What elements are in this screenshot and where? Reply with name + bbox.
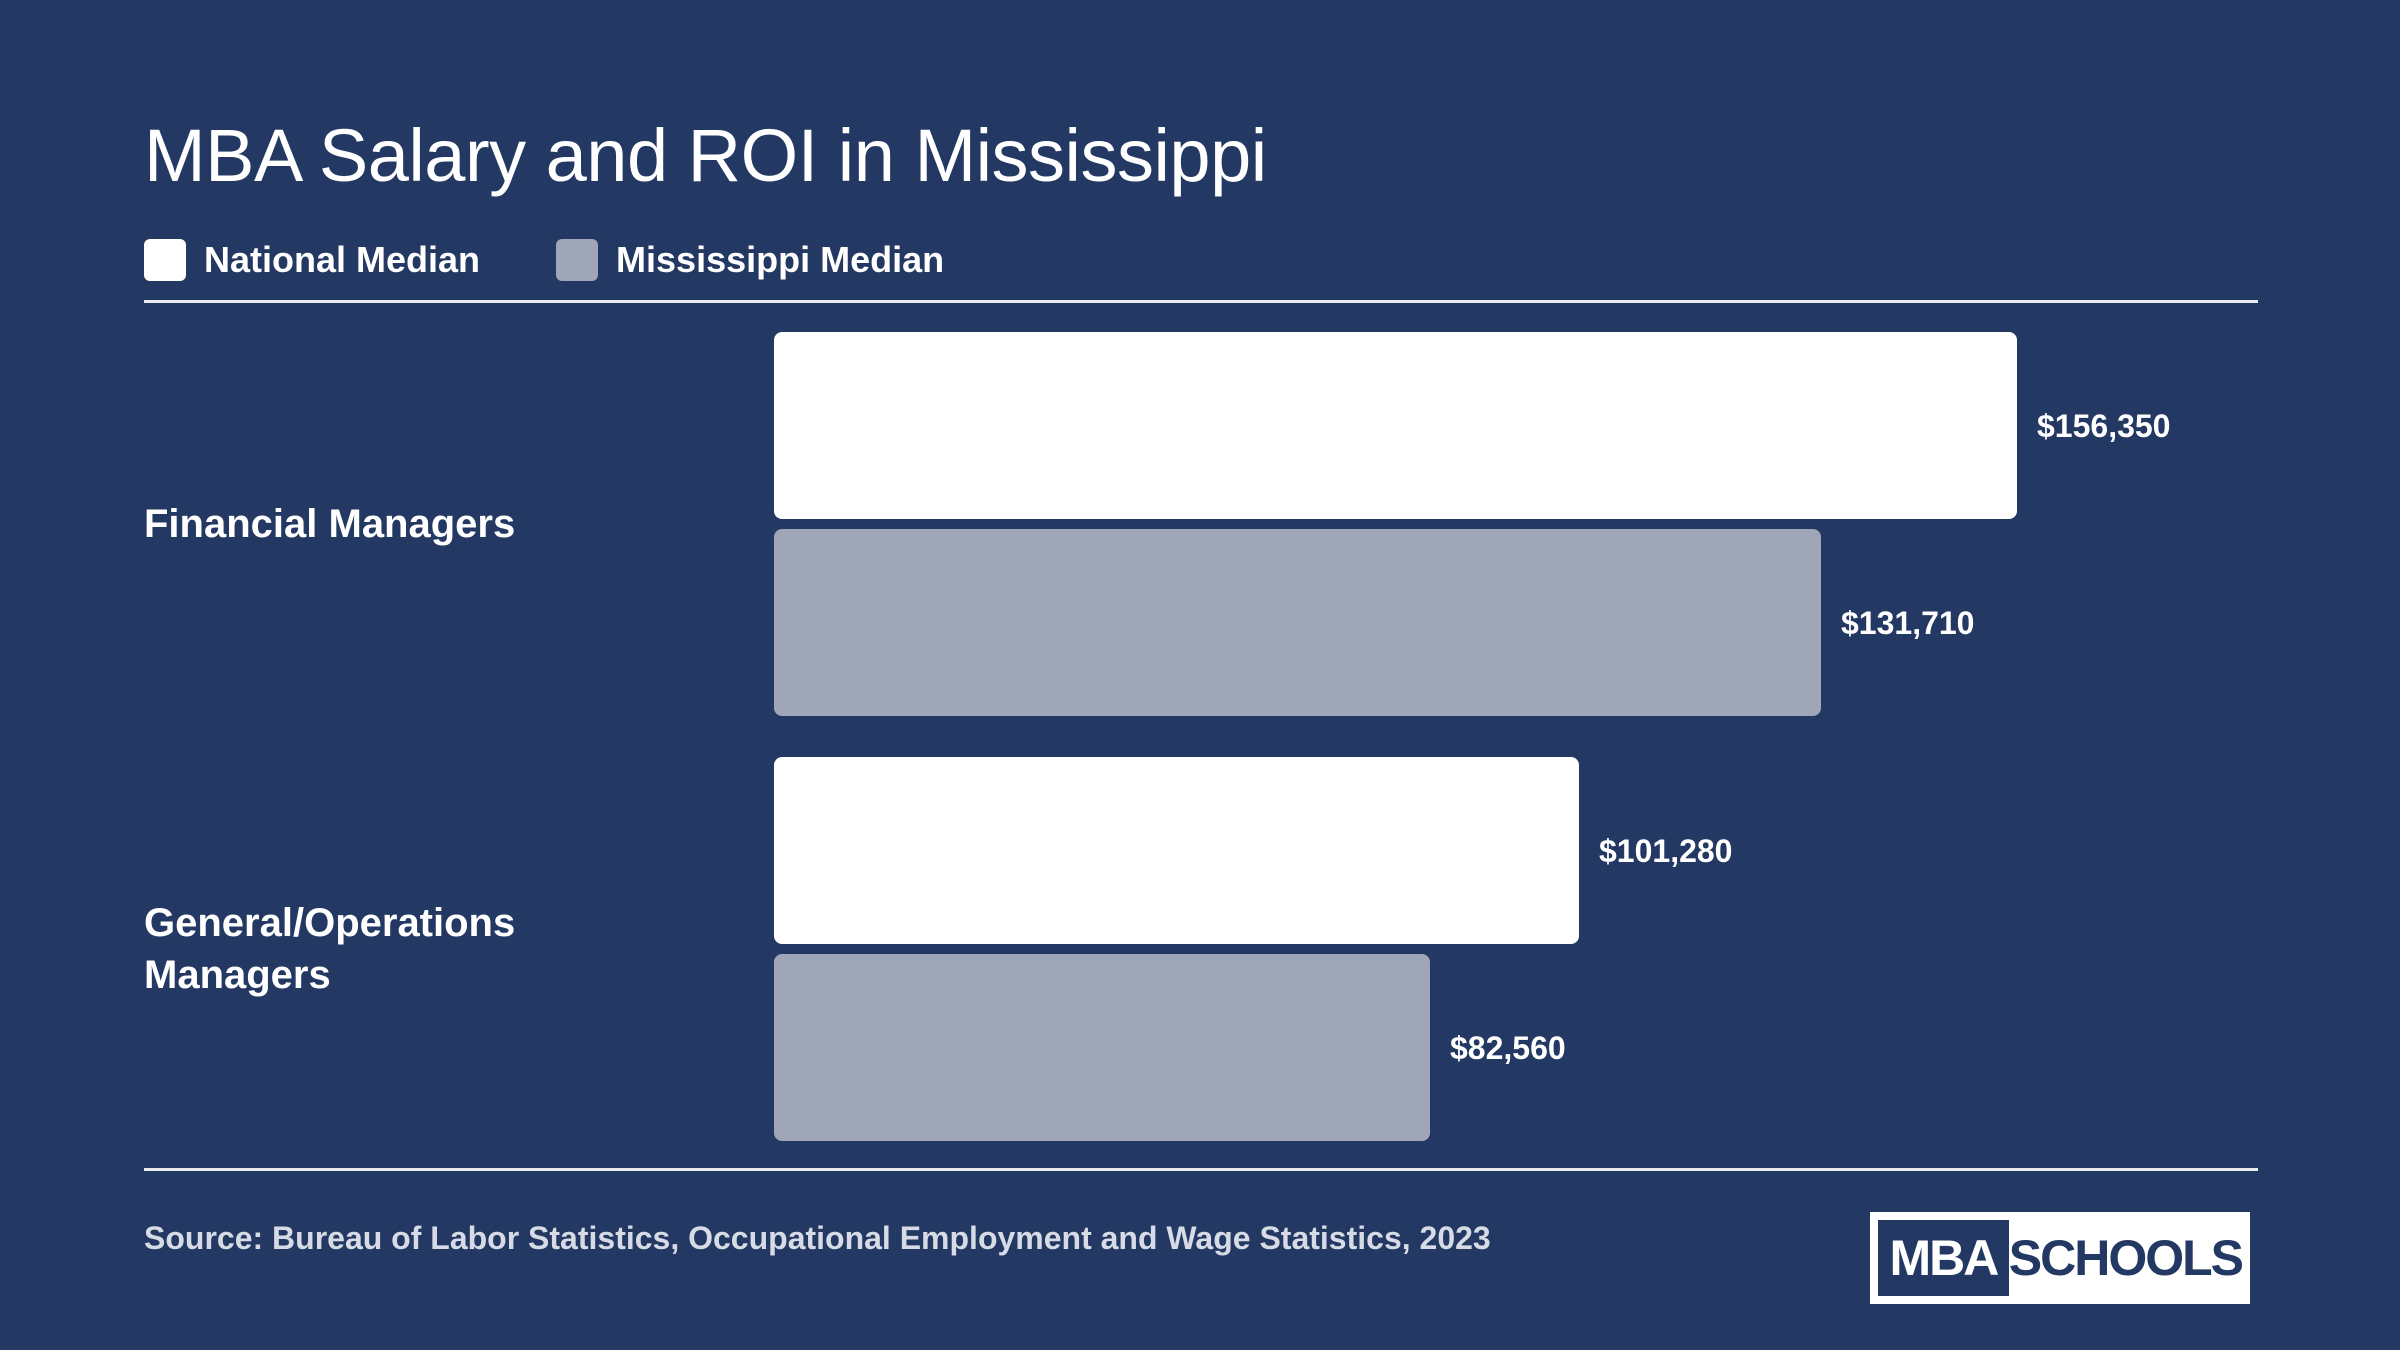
- category-label-financial-managers: Financial Managers: [144, 502, 516, 546]
- bar-value-financial-managers-mississippi: $131,710: [1841, 604, 1975, 641]
- legend-label-mississippi: Mississippi Median: [616, 239, 945, 280]
- chart-title: MBA Salary and ROI in Mississippi: [144, 114, 1267, 197]
- logo-schools-text: SCHOOLS: [2008, 1230, 2244, 1286]
- legend-item-mississippi: Mississippi Median: [556, 239, 944, 281]
- bar-financial-managers-national: [774, 332, 2017, 519]
- logo-mba-text: MBA: [1878, 1220, 2009, 1296]
- legend-swatch-national: [144, 239, 186, 281]
- category-label-general-operations-managers: General/Operations Managers: [144, 901, 516, 997]
- source-note: Source: Bureau of Labor Statistics, Occu…: [144, 1220, 1491, 1256]
- legend-label-national: National Median: [204, 239, 481, 280]
- mba-schools-logo: MBA SCHOOLS: [1870, 1212, 2250, 1304]
- bar-financial-managers-mississippi: [774, 529, 1821, 716]
- bar-value-general-operations-managers-national: $101,280: [1599, 832, 1733, 869]
- bar-value-financial-managers-national: $156,350: [2037, 407, 2171, 444]
- legend-item-national: National Median: [144, 239, 480, 281]
- top-divider: [144, 300, 2258, 303]
- legend-swatch-mississippi: [556, 239, 599, 281]
- bar-value-general-operations-managers-mississippi: $82,560: [1450, 1029, 1566, 1066]
- bar-general-operations-managers-national: [774, 757, 1579, 944]
- bottom-divider: [144, 1168, 2258, 1171]
- legend: National Median Mississippi Median: [144, 236, 1020, 284]
- bar-general-operations-managers-mississippi: [774, 954, 1430, 1141]
